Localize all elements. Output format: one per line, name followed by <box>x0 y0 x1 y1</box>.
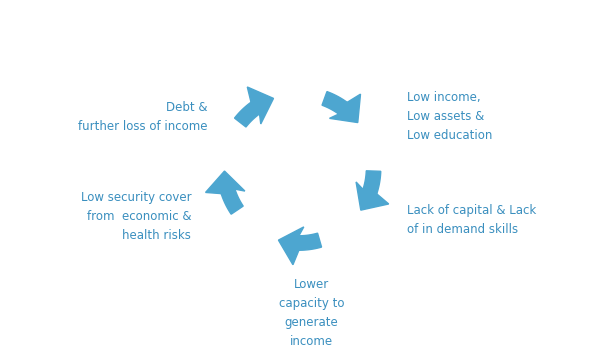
Polygon shape <box>356 171 389 210</box>
Text: Low security cover
from  economic &
health risks: Low security cover from economic & healt… <box>81 190 191 242</box>
Polygon shape <box>234 87 273 127</box>
Polygon shape <box>206 171 245 214</box>
Text: Low income,
Low assets &
Low education: Low income, Low assets & Low education <box>407 91 492 142</box>
Text: Debt &
further loss of income: Debt & further loss of income <box>78 101 208 133</box>
Text: Lower
capacity to
generate
income: Lower capacity to generate income <box>279 278 344 348</box>
Polygon shape <box>322 91 361 122</box>
Text: Lack of capital & Lack
of in demand skills: Lack of capital & Lack of in demand skil… <box>407 204 536 236</box>
Polygon shape <box>279 227 322 265</box>
